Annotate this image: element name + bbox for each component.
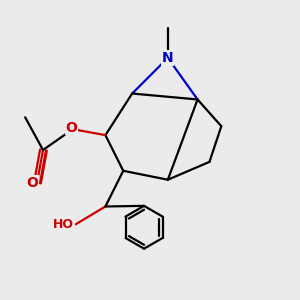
Text: O: O [65,121,77,135]
Text: O: O [27,176,38,190]
Text: N: N [162,51,174,65]
Text: HO: HO [53,218,74,231]
